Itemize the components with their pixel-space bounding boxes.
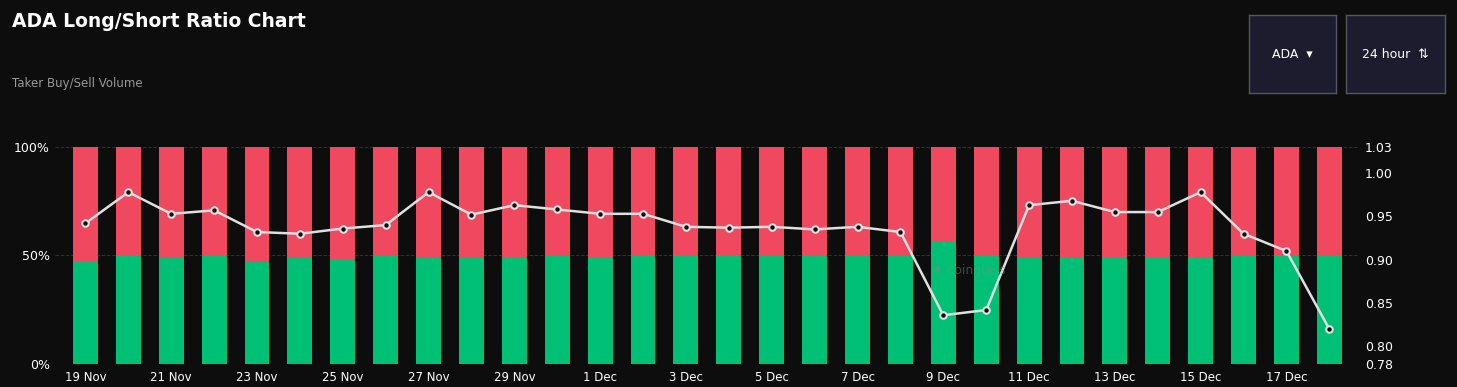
Point [1017, 202, 1040, 208]
Point [803, 226, 826, 233]
Point [761, 224, 784, 230]
Bar [759, 147, 784, 255]
Bar [459, 147, 484, 258]
Point [203, 207, 226, 214]
Bar [587, 258, 612, 364]
Bar [501, 258, 527, 364]
Bar [201, 147, 226, 255]
Bar [1317, 255, 1342, 364]
Bar [459, 258, 484, 364]
Bar [803, 147, 828, 255]
Bar [373, 255, 398, 364]
Point [1275, 248, 1298, 254]
Bar [1231, 147, 1256, 255]
Bar [973, 147, 998, 255]
Bar [759, 255, 784, 364]
Text: ADA Long/Short Ratio Chart: ADA Long/Short Ratio Chart [12, 12, 306, 31]
Point [889, 229, 912, 235]
Point [1189, 189, 1212, 195]
Bar [501, 147, 527, 258]
Point [288, 231, 312, 237]
Point [675, 224, 698, 230]
Bar [159, 147, 184, 258]
Bar [117, 147, 141, 255]
Bar [373, 147, 398, 255]
Bar [287, 258, 312, 364]
Point [847, 224, 870, 230]
Bar [931, 147, 956, 242]
Point [1233, 231, 1256, 237]
Point [117, 189, 140, 195]
Bar [331, 147, 356, 260]
Point [975, 307, 998, 313]
Point [1317, 326, 1340, 332]
Bar [673, 255, 698, 364]
Bar [201, 255, 226, 364]
Bar [1017, 147, 1042, 258]
Point [503, 202, 526, 208]
Bar [1189, 258, 1214, 364]
Bar [1059, 258, 1084, 364]
Bar [545, 147, 570, 255]
Bar [1103, 147, 1128, 258]
Bar [1145, 258, 1170, 364]
Point [159, 211, 182, 217]
Point [417, 189, 440, 195]
Bar [931, 242, 956, 364]
Bar [417, 258, 441, 364]
Bar [587, 147, 612, 258]
Bar [1103, 258, 1128, 364]
Bar [417, 147, 441, 258]
Bar [331, 260, 356, 364]
Bar [631, 147, 656, 255]
Bar [73, 262, 98, 364]
Point [460, 212, 484, 218]
Point [589, 211, 612, 217]
Bar [1059, 147, 1084, 258]
Bar [803, 255, 828, 364]
Bar [1145, 147, 1170, 258]
Point [1103, 209, 1126, 215]
Bar [1317, 147, 1342, 255]
Bar [117, 255, 141, 364]
Point [631, 211, 654, 217]
Text: ADA  ▾: ADA ▾ [1272, 48, 1313, 61]
Bar [245, 147, 270, 262]
Bar [1189, 147, 1214, 258]
Point [717, 224, 740, 231]
Bar [673, 147, 698, 255]
Bar [159, 258, 184, 364]
Bar [845, 147, 870, 255]
Bar [1273, 255, 1298, 364]
Bar [887, 147, 914, 255]
Point [1061, 198, 1084, 204]
Text: 24 hour  ⇅: 24 hour ⇅ [1362, 48, 1429, 61]
Bar [287, 147, 312, 258]
Point [331, 226, 354, 232]
Bar [545, 255, 570, 364]
Point [1147, 209, 1170, 215]
Text: Taker Buy/Sell Volume: Taker Buy/Sell Volume [12, 77, 143, 91]
Bar [1017, 258, 1042, 364]
Bar [717, 147, 742, 255]
Point [245, 229, 268, 235]
Bar [1273, 147, 1298, 255]
Point [931, 312, 954, 319]
Point [374, 222, 398, 228]
Point [74, 220, 98, 226]
Bar [887, 255, 914, 364]
Bar [245, 262, 270, 364]
Bar [73, 147, 98, 262]
Point [545, 206, 568, 212]
Bar [631, 255, 656, 364]
Bar [845, 255, 870, 364]
Bar [1231, 255, 1256, 364]
Text: ♦ coinglass: ♦ coinglass [932, 264, 1005, 277]
Bar [973, 255, 998, 364]
Bar [717, 255, 742, 364]
